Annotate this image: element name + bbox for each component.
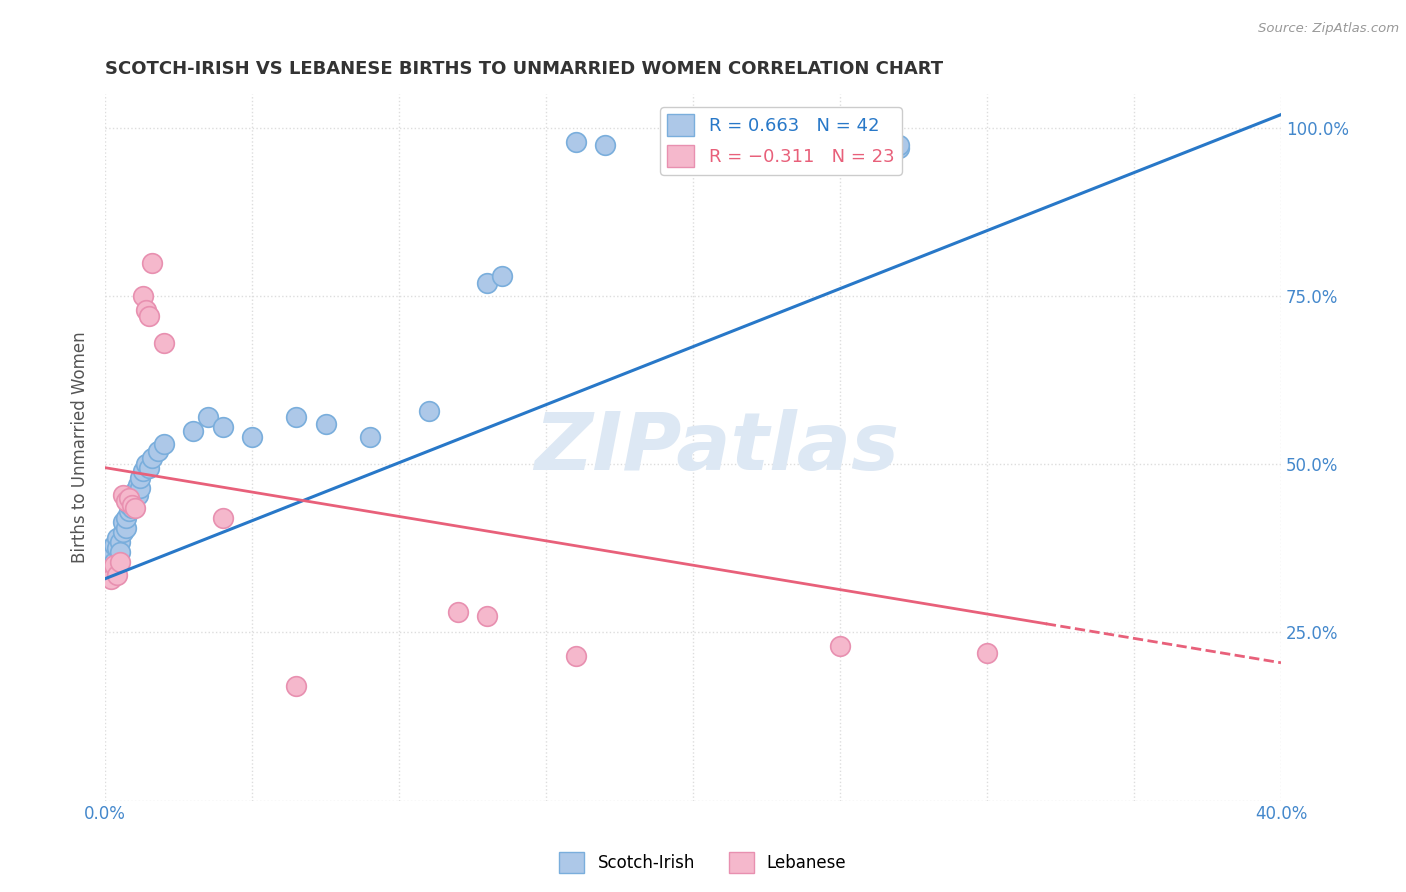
Point bbox=[183, 424, 205, 438]
Point bbox=[197, 410, 219, 425]
Point bbox=[887, 137, 910, 152]
Point bbox=[103, 558, 125, 573]
Point bbox=[114, 521, 136, 535]
Point bbox=[100, 541, 122, 556]
Point bbox=[124, 491, 146, 505]
Point bbox=[240, 430, 263, 444]
Point bbox=[211, 420, 233, 434]
Text: ZIPatlas: ZIPatlas bbox=[534, 409, 898, 486]
Point bbox=[124, 501, 146, 516]
Point bbox=[118, 504, 141, 518]
Point bbox=[477, 608, 499, 623]
Point bbox=[153, 336, 176, 351]
Point bbox=[132, 289, 155, 303]
Point bbox=[100, 548, 122, 562]
Point bbox=[111, 487, 134, 501]
Point bbox=[359, 430, 381, 444]
Point bbox=[108, 534, 131, 549]
Point bbox=[111, 515, 134, 529]
Point bbox=[418, 403, 440, 417]
Point bbox=[976, 646, 998, 660]
Point bbox=[127, 477, 149, 491]
Legend: Scotch-Irish, Lebanese: Scotch-Irish, Lebanese bbox=[553, 846, 853, 880]
Point bbox=[108, 545, 131, 559]
Point bbox=[135, 458, 157, 472]
Point bbox=[121, 501, 143, 516]
Text: SCOTCH-IRISH VS LEBANESE BIRTHS TO UNMARRIED WOMEN CORRELATION CHART: SCOTCH-IRISH VS LEBANESE BIRTHS TO UNMAR… bbox=[105, 60, 943, 78]
Point bbox=[132, 464, 155, 478]
Point bbox=[114, 494, 136, 508]
Point bbox=[103, 555, 125, 569]
Point bbox=[141, 255, 163, 269]
Point bbox=[593, 137, 616, 152]
Point bbox=[564, 648, 586, 663]
Point bbox=[121, 498, 143, 512]
Point bbox=[127, 487, 149, 501]
Point bbox=[105, 541, 128, 556]
Point bbox=[118, 491, 141, 505]
Point bbox=[111, 524, 134, 539]
Point bbox=[105, 568, 128, 582]
Point bbox=[108, 555, 131, 569]
Point bbox=[129, 471, 152, 485]
Point bbox=[141, 450, 163, 465]
Point bbox=[887, 141, 910, 155]
Point bbox=[103, 538, 125, 552]
Y-axis label: Births to Unmarried Women: Births to Unmarried Women bbox=[72, 332, 89, 564]
Point bbox=[477, 276, 499, 290]
Point bbox=[97, 545, 120, 559]
Point bbox=[447, 605, 470, 619]
Point bbox=[138, 460, 160, 475]
Legend: R = 0.663   N = 42, R = −0.311   N = 23: R = 0.663 N = 42, R = −0.311 N = 23 bbox=[659, 107, 901, 175]
Point bbox=[564, 135, 586, 149]
Point bbox=[491, 268, 513, 283]
Point bbox=[97, 565, 120, 579]
Point bbox=[828, 639, 851, 653]
Point bbox=[118, 498, 141, 512]
Point bbox=[153, 437, 176, 451]
Point bbox=[285, 679, 308, 693]
Point bbox=[124, 484, 146, 499]
Point bbox=[211, 511, 233, 525]
Point bbox=[129, 481, 152, 495]
Point bbox=[135, 302, 157, 317]
Point bbox=[138, 310, 160, 324]
Point bbox=[285, 410, 308, 425]
Point bbox=[105, 531, 128, 545]
Point bbox=[146, 443, 169, 458]
Point bbox=[100, 572, 122, 586]
Point bbox=[315, 417, 337, 431]
Point bbox=[114, 511, 136, 525]
Text: Source: ZipAtlas.com: Source: ZipAtlas.com bbox=[1258, 22, 1399, 36]
